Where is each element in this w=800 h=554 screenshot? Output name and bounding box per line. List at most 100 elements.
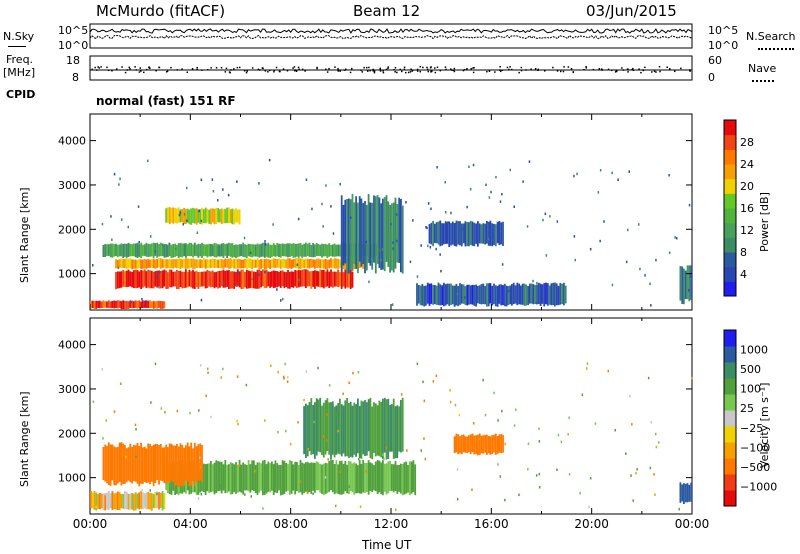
power-cell [244, 258, 246, 269]
power-echo [268, 158, 271, 162]
power-cell [131, 244, 133, 257]
power-ytick-label: 3000 [58, 179, 86, 192]
power-cell [263, 269, 266, 289]
nave-point [379, 67, 381, 70]
velocity-echo [346, 421, 349, 425]
nave-point [396, 71, 398, 74]
nave-point [511, 68, 513, 71]
power-cell [240, 259, 243, 269]
power-cell [550, 283, 553, 306]
nave-point [431, 70, 433, 73]
power-cell [190, 208, 193, 225]
velocity-cell [177, 446, 180, 487]
power-cell [500, 222, 503, 245]
velocity-echo [588, 505, 590, 508]
power-cell [310, 244, 313, 258]
velocity-echo [420, 449, 422, 452]
power-cell [278, 258, 280, 269]
velocity-cell [211, 464, 214, 492]
nave-point [196, 68, 198, 71]
velocity-echo [501, 409, 503, 413]
nave-point [592, 68, 595, 71]
power-echo [159, 270, 161, 274]
nave-point [273, 69, 275, 71]
power-cell [201, 242, 203, 258]
power-cell [256, 243, 259, 257]
nave-point [631, 68, 633, 71]
power-echo [545, 254, 548, 257]
nave-point [98, 67, 100, 69]
power-echo [212, 190, 215, 193]
nave-point [627, 71, 629, 73]
power-marks [90, 158, 692, 310]
power-cell [355, 196, 357, 269]
power-cell [172, 271, 175, 287]
power-cell [213, 208, 216, 225]
nave-point [666, 66, 668, 68]
velocity-cell [249, 464, 252, 493]
power-cell [170, 269, 173, 288]
nave-point [257, 68, 260, 71]
velocity-cell [326, 463, 329, 494]
velocity-cell [342, 405, 345, 454]
velocity-cell [382, 398, 384, 460]
velocity-cell [371, 406, 374, 460]
freq-tick-left-bottom: 8 [72, 71, 79, 84]
nave-point [140, 70, 142, 72]
velocity-cell [353, 462, 356, 495]
velocity-cell [140, 491, 142, 509]
nave-point [107, 69, 110, 72]
velocity-echo [589, 477, 592, 480]
power-cell [124, 271, 126, 287]
nave-point [560, 70, 562, 73]
power-echo [526, 225, 529, 228]
velocity-cell [124, 491, 126, 510]
velocity-echo [568, 416, 570, 419]
velocity-cell [351, 405, 354, 458]
power-cell [484, 223, 486, 245]
power-cell [222, 209, 225, 224]
velocity-echo [456, 468, 459, 471]
velocity-echo [219, 484, 222, 488]
noise-tick-left-top: 10^5 [58, 24, 89, 37]
velocity-cell [133, 493, 135, 511]
nsky-label: N.Sky [3, 30, 35, 43]
velocity-cell [158, 445, 160, 485]
velocity-cell [364, 400, 366, 456]
power-cell [168, 258, 171, 269]
power-echo [439, 253, 441, 256]
velocity-cell [244, 464, 246, 491]
power-cell [466, 222, 469, 247]
power-echo [522, 180, 524, 183]
power-cell [163, 269, 166, 287]
power-cell [486, 283, 488, 307]
nave-point [343, 69, 346, 71]
velocity-echo [312, 492, 314, 495]
power-cell [487, 283, 490, 307]
power-cell [272, 258, 275, 268]
power-cell [265, 244, 268, 257]
power-cell [308, 242, 311, 257]
power-echo [330, 205, 332, 208]
power-cell [367, 194, 370, 263]
power-cell [491, 285, 494, 306]
power-cell [215, 259, 218, 269]
power-cell [233, 209, 236, 225]
nave-point [294, 69, 296, 71]
power-cell [564, 285, 567, 304]
nave-point [520, 69, 523, 72]
nave-point [470, 67, 472, 70]
power-cell [362, 202, 365, 264]
power-echo [425, 226, 427, 229]
power-cell [317, 244, 320, 256]
power-cell [486, 221, 488, 244]
velocity-cell [385, 463, 388, 495]
nave-point [339, 70, 341, 72]
velocity-cell [136, 493, 139, 509]
power-cell [161, 270, 164, 289]
nave-point [373, 71, 376, 74]
nave-point [207, 69, 209, 71]
power-cell [369, 202, 372, 266]
power-cell [478, 285, 481, 304]
